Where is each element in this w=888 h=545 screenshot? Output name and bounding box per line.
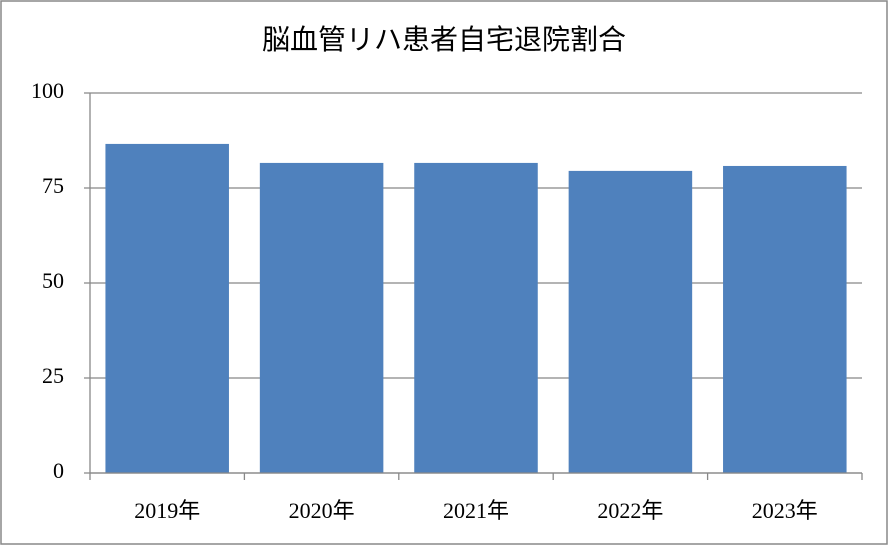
y-tick-label: 0	[53, 458, 64, 483]
x-tick-label: 2020年	[289, 498, 355, 523]
bar	[723, 165, 847, 473]
x-tick-label: 2023年	[752, 498, 818, 523]
bar	[568, 170, 693, 473]
bar	[414, 162, 538, 474]
y-tick-label: 50	[42, 268, 64, 293]
chart-title: 脳血管リハ患者自宅退院割合	[262, 23, 626, 56]
y-tick-label: 25	[42, 363, 64, 388]
x-tick-label: 2022年	[597, 498, 663, 523]
y-tick-label: 75	[42, 173, 64, 198]
bar	[105, 143, 229, 474]
x-tick-label: 2021年	[443, 498, 509, 523]
x-tick-label: 2019年	[134, 498, 200, 523]
bar	[259, 162, 384, 474]
y-tick-label: 100	[31, 78, 64, 103]
